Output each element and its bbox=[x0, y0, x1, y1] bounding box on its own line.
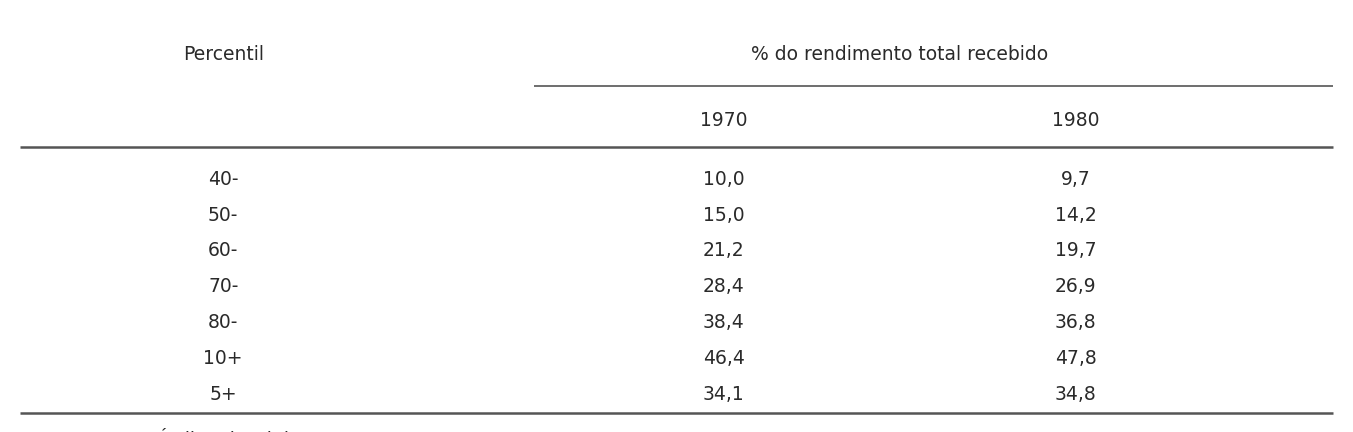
Text: Percentil: Percentil bbox=[183, 44, 264, 64]
Text: 10+: 10+ bbox=[203, 349, 244, 368]
Text: 70-: 70- bbox=[208, 277, 238, 296]
Text: 9,7: 9,7 bbox=[1061, 170, 1091, 189]
Text: 26,9: 26,9 bbox=[1055, 277, 1096, 296]
Text: 1970: 1970 bbox=[700, 111, 748, 130]
Text: 5+: 5+ bbox=[210, 385, 237, 404]
Text: 40-: 40- bbox=[208, 170, 238, 189]
Text: 36,8: 36,8 bbox=[1055, 313, 1096, 332]
Text: 46,4: 46,4 bbox=[704, 349, 744, 368]
Text: 34,1: 34,1 bbox=[704, 385, 744, 404]
Text: 60-: 60- bbox=[208, 241, 238, 260]
Text: 14,2: 14,2 bbox=[1055, 206, 1096, 225]
Text: 19,7: 19,7 bbox=[1055, 241, 1096, 260]
Text: 0,565: 0,565 bbox=[697, 431, 751, 432]
Text: 80-: 80- bbox=[208, 313, 238, 332]
Text: % do rendimento total recebido: % do rendimento total recebido bbox=[751, 44, 1049, 64]
Text: 10,0: 10,0 bbox=[704, 170, 744, 189]
Text: 28,4: 28,4 bbox=[704, 277, 744, 296]
Text: 34,8: 34,8 bbox=[1055, 385, 1096, 404]
Text: 50-: 50- bbox=[208, 206, 238, 225]
Text: 38,4: 38,4 bbox=[704, 313, 744, 332]
Text: 0,580: 0,580 bbox=[1049, 431, 1103, 432]
Text: 47,8: 47,8 bbox=[1055, 349, 1096, 368]
Text: 1980: 1980 bbox=[1051, 111, 1100, 130]
Text: 15,0: 15,0 bbox=[704, 206, 744, 225]
Text: Índice de Gini: Índice de Gini bbox=[160, 431, 287, 432]
Text: 21,2: 21,2 bbox=[704, 241, 744, 260]
